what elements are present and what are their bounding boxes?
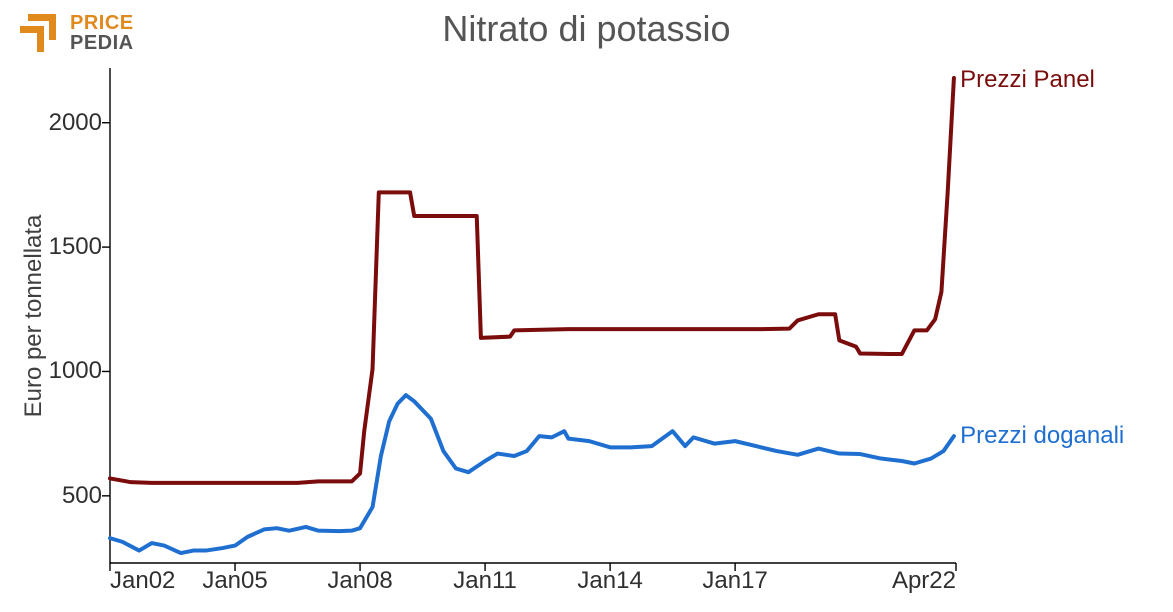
x-tick-label: Jan17: [702, 563, 767, 595]
x-tick-label: Apr22: [892, 563, 956, 595]
x-tick-label: Jan05: [202, 563, 267, 595]
y-axis-label: Euro per tonnellata: [20, 214, 48, 417]
series-line: [110, 395, 954, 553]
chart-svg: [110, 68, 956, 563]
x-tick-label: Jan11: [453, 563, 517, 595]
y-tick-label: 500: [62, 482, 110, 510]
chart-title: Nitrato di potassio: [0, 8, 1173, 50]
y-tick-label: 1500: [49, 233, 110, 261]
series-label: Prezzi Panel: [960, 66, 1095, 94]
x-tick-label: Jan14: [577, 563, 642, 595]
series-label: Prezzi doganali: [960, 422, 1124, 450]
x-tick-label: Jan08: [327, 563, 392, 595]
chart-plot-area: 500100015002000Jan02Jan05Jan08Jan11Jan14…: [110, 68, 956, 563]
series-line: [110, 78, 954, 483]
y-tick-label: 1000: [49, 357, 110, 385]
x-tick-label: Jan02: [110, 563, 175, 595]
y-tick-label: 2000: [49, 109, 110, 137]
